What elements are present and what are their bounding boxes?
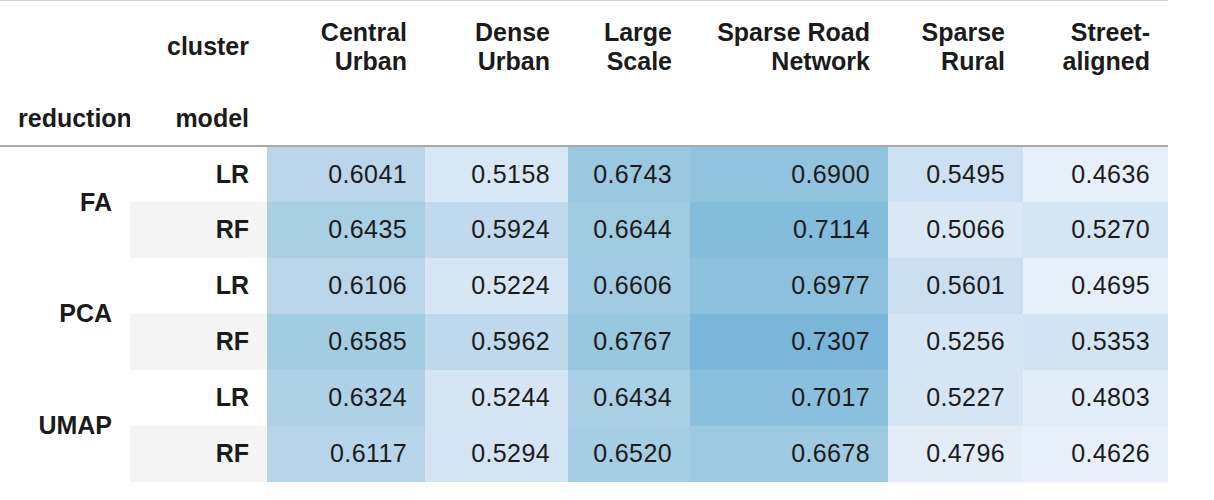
- heat-cell: 0.5244: [425, 370, 568, 426]
- blank-header: [690, 93, 888, 146]
- heat-cell: 0.5158: [425, 146, 568, 202]
- heat-cell: 0.7114: [690, 202, 888, 258]
- model-label: RF: [130, 314, 267, 370]
- columns-axis-label: cluster: [130, 1, 267, 94]
- table-row: RF 0.6435 0.5924 0.6644 0.7114 0.5066 0.…: [0, 202, 1168, 258]
- model-label: LR: [130, 258, 267, 314]
- heat-cell: 0.4695: [1023, 258, 1168, 314]
- heat-cell: 0.6041: [267, 146, 425, 202]
- heat-cell: 0.6678: [690, 426, 888, 482]
- blank-header: [888, 93, 1023, 146]
- heat-cell: 0.6106: [267, 258, 425, 314]
- table-row: PCA LR 0.6106 0.5224 0.6606 0.6977 0.560…: [0, 258, 1168, 314]
- row-group-label-fa: FA: [0, 146, 130, 258]
- row-group-label-umap: UMAP: [0, 370, 130, 482]
- heat-cell: 0.6434: [568, 370, 690, 426]
- heat-cell: 0.4803: [1023, 370, 1168, 426]
- table-header: cluster Central Urban Dense Urban Large …: [0, 1, 1168, 147]
- heat-cell: 0.6606: [568, 258, 690, 314]
- heat-cell: 0.5270: [1023, 202, 1168, 258]
- heat-cell: 0.5294: [425, 426, 568, 482]
- table-row: UMAP LR 0.6324 0.5244 0.6434 0.7017 0.52…: [0, 370, 1168, 426]
- heat-cell: 0.6435: [267, 202, 425, 258]
- heat-cell: 0.5256: [888, 314, 1023, 370]
- heat-cell: 0.6977: [690, 258, 888, 314]
- col-header-central-urban: Central Urban: [267, 1, 425, 94]
- blank-header: [267, 93, 425, 146]
- model-label: LR: [130, 146, 267, 202]
- heat-cell: 0.4636: [1023, 146, 1168, 202]
- model-label: RF: [130, 202, 267, 258]
- blank-header: [0, 1, 130, 94]
- heat-cell: 0.6520: [568, 426, 690, 482]
- model-label: LR: [130, 370, 267, 426]
- row-group-label-pca: PCA: [0, 258, 130, 370]
- blank-header: [425, 93, 568, 146]
- heatmap-table: cluster Central Urban Dense Urban Large …: [0, 0, 1168, 482]
- col-header-sparse-rural: Sparse Rural: [888, 1, 1023, 94]
- blank-header: [568, 93, 690, 146]
- heat-cell: 0.5066: [888, 202, 1023, 258]
- page: cluster Central Urban Dense Urban Large …: [0, 0, 1214, 500]
- heat-cell: 0.4626: [1023, 426, 1168, 482]
- heat-cell: 0.4796: [888, 426, 1023, 482]
- table-row: RF 0.6117 0.5294 0.6520 0.6678 0.4796 0.…: [0, 426, 1168, 482]
- model-label: RF: [130, 426, 267, 482]
- heat-cell: 0.5495: [888, 146, 1023, 202]
- index-name-model: model: [130, 93, 267, 146]
- heat-cell: 0.5227: [888, 370, 1023, 426]
- heat-cell: 0.5601: [888, 258, 1023, 314]
- col-header-street-aligned: Street-aligned: [1023, 1, 1168, 94]
- heat-cell: 0.6585: [267, 314, 425, 370]
- table-row: FA LR 0.6041 0.5158 0.6743 0.6900 0.5495…: [0, 146, 1168, 202]
- index-name-reduction: reduction: [0, 93, 130, 146]
- col-header-large-scale: Large Scale: [568, 1, 690, 94]
- heat-cell: 0.5962: [425, 314, 568, 370]
- heat-cell: 0.7017: [690, 370, 888, 426]
- heat-cell: 0.6767: [568, 314, 690, 370]
- heat-cell: 0.6900: [690, 146, 888, 202]
- heat-cell: 0.6117: [267, 426, 425, 482]
- col-header-sparse-road-network: Sparse Road Network: [690, 1, 888, 94]
- blank-header: [1023, 93, 1168, 146]
- heat-cell: 0.5924: [425, 202, 568, 258]
- col-header-dense-urban: Dense Urban: [425, 1, 568, 94]
- heat-cell: 0.6644: [568, 202, 690, 258]
- heat-cell: 0.6743: [568, 146, 690, 202]
- heat-cell: 0.5224: [425, 258, 568, 314]
- heat-cell: 0.7307: [690, 314, 888, 370]
- table-row: RF 0.6585 0.5962 0.6767 0.7307 0.5256 0.…: [0, 314, 1168, 370]
- heat-cell: 0.6324: [267, 370, 425, 426]
- heat-cell: 0.5353: [1023, 314, 1168, 370]
